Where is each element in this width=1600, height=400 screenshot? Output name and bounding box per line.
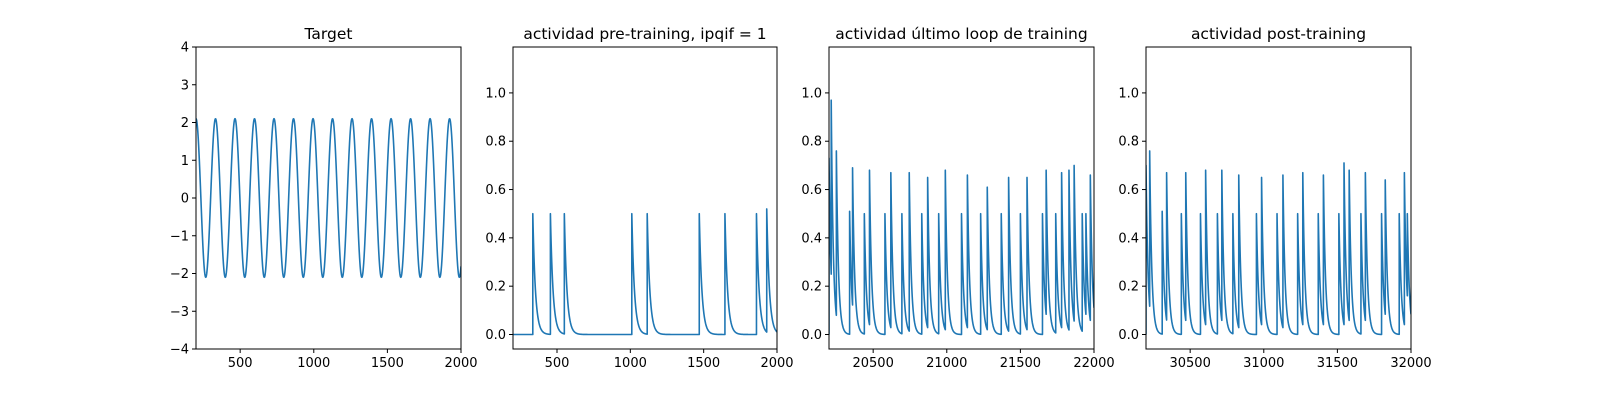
x-tick-label: 32000 bbox=[1390, 356, 1431, 371]
x-tick-label: 2000 bbox=[444, 356, 477, 371]
y-tick-label: 0.2 bbox=[1118, 280, 1139, 295]
y-tick-label: 0.6 bbox=[485, 183, 506, 198]
x-tick-label: 1000 bbox=[614, 356, 647, 371]
y-tick-label: 0.8 bbox=[801, 135, 822, 150]
y-tick-label: 0.4 bbox=[485, 231, 506, 246]
panel-title: actividad último loop de training bbox=[835, 25, 1087, 43]
y-tick-label: 1.0 bbox=[485, 86, 506, 101]
series-line bbox=[196, 117, 461, 279]
y-tick-label: 1.0 bbox=[801, 86, 822, 101]
series-line bbox=[513, 208, 777, 336]
y-tick-label: 0.8 bbox=[1118, 135, 1139, 150]
y-tick-label: 0.0 bbox=[801, 328, 822, 343]
y-tick-label: 0 bbox=[181, 192, 189, 207]
axes-frame bbox=[828, 46, 1095, 350]
y-tick-label: 4 bbox=[181, 41, 189, 56]
x-tick-label: 31000 bbox=[1243, 356, 1284, 371]
x-tick-label: 20500 bbox=[852, 356, 893, 371]
x-tick-label: 500 bbox=[228, 356, 253, 371]
panel-title: Target bbox=[304, 25, 353, 43]
axes-frame bbox=[512, 46, 778, 350]
x-tick-label: 1500 bbox=[371, 356, 404, 371]
y-tick-label: 3 bbox=[181, 78, 189, 93]
x-tick-label: 1500 bbox=[687, 356, 720, 371]
y-tick-label: 0.0 bbox=[1118, 328, 1139, 343]
y-tick-label: 2 bbox=[181, 116, 189, 131]
x-tick-label: 31500 bbox=[1317, 356, 1358, 371]
x-tick-label: 21000 bbox=[926, 356, 967, 371]
y-tick-label: 0.6 bbox=[1118, 183, 1139, 198]
y-tick-label: −3 bbox=[170, 305, 189, 320]
y-tick-label: 0.6 bbox=[801, 183, 822, 198]
x-tick-label: 2000 bbox=[760, 356, 793, 371]
y-tick-label: 0.0 bbox=[485, 328, 506, 343]
y-tick-label: −2 bbox=[170, 267, 189, 282]
panel-title: actividad pre-training, ipqif = 1 bbox=[523, 25, 766, 43]
y-tick-label: 0.4 bbox=[1118, 231, 1139, 246]
y-tick-label: 0.4 bbox=[801, 231, 822, 246]
x-tick-label: 500 bbox=[545, 356, 570, 371]
y-tick-label: −1 bbox=[170, 229, 189, 244]
panel-post-training: actividad post-training 30500 31000 31500 3… bbox=[1118, 25, 1431, 371]
x-tick-label: 30500 bbox=[1169, 356, 1210, 371]
panel-pre-training: actividad pre-training, ipqif = 1 500 100… bbox=[485, 25, 793, 371]
y-tick-label: 1.0 bbox=[1118, 86, 1139, 101]
axes-frame bbox=[195, 46, 462, 350]
axes-frame bbox=[1145, 46, 1412, 350]
x-tick-label: 22000 bbox=[1073, 356, 1114, 371]
y-tick-label: 1 bbox=[181, 154, 189, 169]
panel-title: actividad post-training bbox=[1191, 25, 1366, 43]
y-tick-label: −4 bbox=[170, 343, 189, 358]
x-tick-label: 21500 bbox=[1000, 356, 1041, 371]
y-tick-label: 0.2 bbox=[485, 280, 506, 295]
panel-last-training-loop: actividad último loop de training 20500 2… bbox=[801, 25, 1114, 371]
y-tick-label: 0.8 bbox=[485, 135, 506, 150]
panel-target: Target 500 1000 1500 2000 −4 −3 −2 −1 0 1 2 3 4 bbox=[170, 25, 478, 371]
x-tick-label: 1000 bbox=[297, 356, 330, 371]
y-tick-label: 0.2 bbox=[801, 280, 822, 295]
series-line bbox=[829, 99, 1094, 336]
series-line bbox=[1146, 150, 1411, 336]
